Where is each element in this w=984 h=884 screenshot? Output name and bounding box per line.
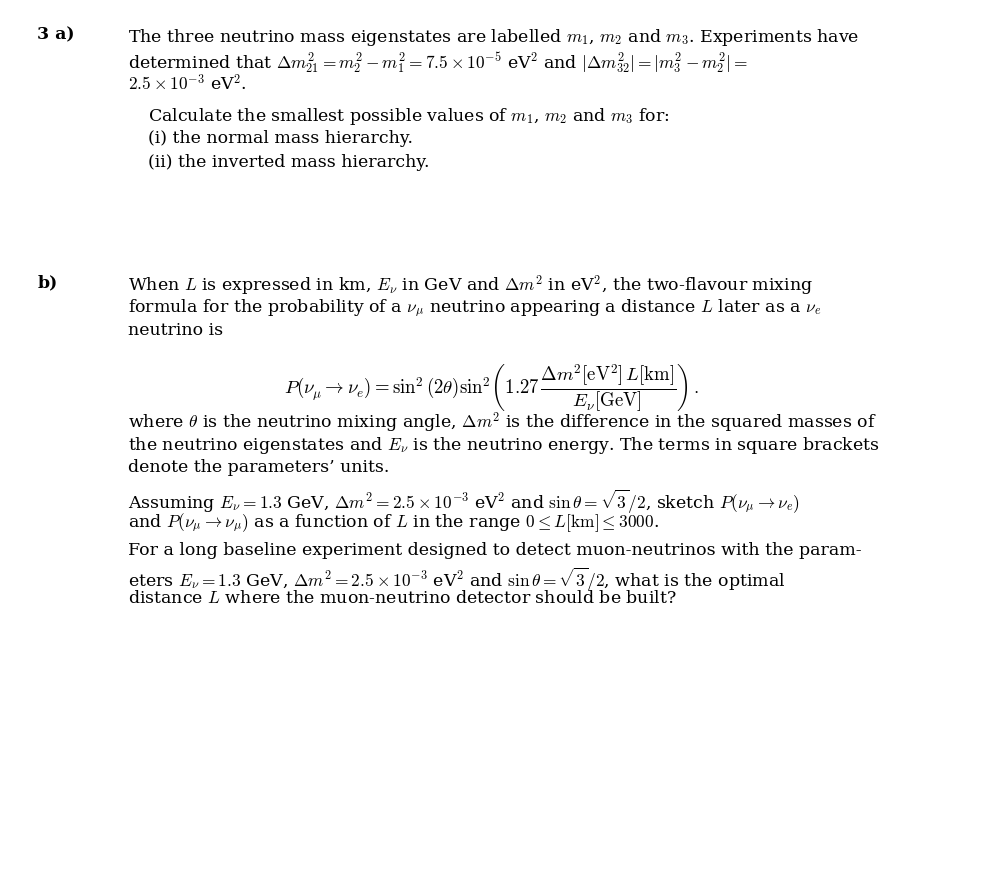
Text: distance $L$ where the muon-neutrino detector should be built?: distance $L$ where the muon-neutrino det…: [128, 590, 677, 606]
Text: (i) the normal mass hierarchy.: (i) the normal mass hierarchy.: [148, 130, 412, 147]
Text: and $P(\nu_\mu \rightarrow \nu_\mu)$ as a function of $L$ in the range $0 \leq L: and $P(\nu_\mu \rightarrow \nu_\mu)$ as …: [128, 512, 659, 534]
Text: The three neutrino mass eigenstates are labelled $m_1$, $m_2$ and $m_3$. Experim: The three neutrino mass eigenstates are …: [128, 27, 859, 48]
Text: (ii) the inverted mass hierarchy.: (ii) the inverted mass hierarchy.: [148, 154, 429, 171]
Text: For a long baseline experiment designed to detect muon-neutrinos with the param-: For a long baseline experiment designed …: [128, 542, 862, 559]
Text: 3 a): 3 a): [37, 27, 75, 43]
Text: formula for the probability of a $\nu_\mu$ neutrino appearing a distance $L$ lat: formula for the probability of a $\nu_\m…: [128, 298, 822, 319]
Text: the neutrino eigenstates and $E_\nu$ is the neutrino energy. The terms in square: the neutrino eigenstates and $E_\nu$ is …: [128, 435, 880, 456]
Text: neutrino is: neutrino is: [128, 322, 223, 339]
Text: denote the parameters’ units.: denote the parameters’ units.: [128, 459, 390, 476]
Text: where $\theta$ is the neutrino mixing angle, $\Delta m^2$ is the difference in t: where $\theta$ is the neutrino mixing an…: [128, 411, 877, 435]
Text: $P(\nu_\mu \rightarrow \nu_e) = \sin^2(2\theta) \sin^2\!\left( 1.27\, \dfrac{\De: $P(\nu_\mu \rightarrow \nu_e) = \sin^2(2…: [284, 362, 700, 415]
Text: Assuming $E_\nu = 1.3$ GeV, $\Delta m^2 = 2.5\times10^{-3}$ eV$^2$ and $\sin\the: Assuming $E_\nu = 1.3$ GeV, $\Delta m^2 …: [128, 488, 800, 515]
Text: When $L$ is expressed in km, $E_\nu$ in GeV and $\Delta m^2$ in eV$^2$, the two-: When $L$ is expressed in km, $E_\nu$ in …: [128, 274, 813, 298]
Text: determined that $\Delta m^2_{21} = m^2_2 - m^2_1 = 7.5 \times 10^{-5}$ eV$^2$ an: determined that $\Delta m^2_{21} = m^2_2…: [128, 50, 748, 75]
Text: b): b): [37, 274, 58, 291]
Text: eters $E_\nu = 1.3$ GeV, $\Delta m^2 = 2.5 \times 10^{-3}$ eV$^2$ and $\sin\thet: eters $E_\nu = 1.3$ GeV, $\Delta m^2 = 2…: [128, 566, 785, 594]
Text: Calculate the smallest possible values of $m_1$, $m_2$ and $m_3$ for:: Calculate the smallest possible values o…: [148, 106, 669, 127]
Text: $2.5 \times 10^{-3}$ eV$^2$.: $2.5 \times 10^{-3}$ eV$^2$.: [128, 74, 247, 95]
